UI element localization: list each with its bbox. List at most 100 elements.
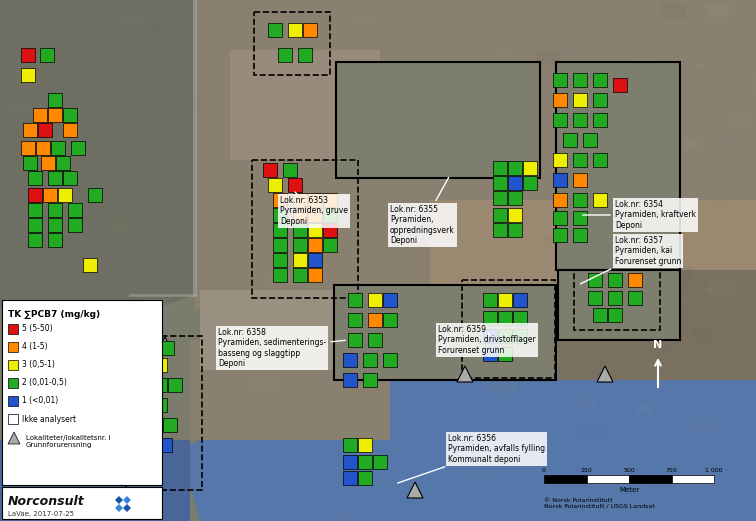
- Bar: [2, 487, 162, 519]
- Polygon shape: [558, 270, 756, 380]
- Bar: [311, 481, 318, 485]
- Bar: [368, 293, 382, 307]
- Bar: [553, 228, 567, 242]
- Bar: [568, 13, 582, 22]
- Bar: [497, 53, 511, 61]
- Bar: [483, 347, 497, 361]
- Bar: [308, 238, 322, 252]
- Text: © Norsk Polarinstitutt
Norsk Polarinstitutt / USGS Landsat: © Norsk Polarinstitutt Norsk Polarinstit…: [544, 498, 655, 509]
- Bar: [104, 218, 129, 233]
- Bar: [148, 418, 162, 432]
- Bar: [273, 193, 287, 207]
- Bar: [498, 311, 512, 325]
- Bar: [268, 23, 282, 37]
- Bar: [134, 300, 150, 309]
- Bar: [702, 288, 711, 293]
- Text: Ikke analysert: Ikke analysert: [22, 415, 76, 424]
- Bar: [51, 141, 65, 155]
- Bar: [368, 333, 382, 347]
- Polygon shape: [115, 496, 123, 504]
- Bar: [493, 208, 507, 222]
- Bar: [368, 313, 382, 327]
- Bar: [573, 93, 587, 107]
- Bar: [158, 438, 172, 452]
- Bar: [38, 123, 52, 137]
- Bar: [498, 329, 512, 343]
- Bar: [48, 108, 62, 122]
- Bar: [593, 153, 607, 167]
- Bar: [149, 299, 170, 312]
- Polygon shape: [407, 482, 423, 498]
- Bar: [153, 27, 164, 33]
- Bar: [593, 73, 607, 87]
- Bar: [565, 467, 574, 472]
- Bar: [343, 373, 357, 387]
- Bar: [348, 313, 362, 327]
- Polygon shape: [430, 200, 756, 310]
- Bar: [573, 193, 587, 207]
- Bar: [431, 196, 446, 205]
- Bar: [247, 376, 274, 392]
- Bar: [8, 414, 18, 424]
- Bar: [719, 131, 744, 146]
- Bar: [383, 293, 397, 307]
- Bar: [244, 78, 270, 93]
- Text: 1 000: 1 000: [705, 468, 723, 473]
- Bar: [153, 378, 167, 392]
- Text: 500: 500: [623, 468, 635, 473]
- Bar: [336, 62, 540, 178]
- Bar: [483, 329, 497, 343]
- Bar: [28, 218, 42, 232]
- Bar: [293, 268, 307, 282]
- Bar: [593, 113, 607, 127]
- Bar: [709, 280, 735, 296]
- Bar: [8, 396, 18, 406]
- Bar: [650, 252, 660, 258]
- Bar: [278, 48, 292, 62]
- Bar: [126, 336, 202, 490]
- Bar: [683, 297, 692, 302]
- Bar: [538, 51, 561, 65]
- Bar: [122, 14, 144, 27]
- Bar: [252, 160, 358, 298]
- Bar: [33, 108, 47, 122]
- Bar: [685, 140, 698, 148]
- Polygon shape: [200, 290, 400, 370]
- Bar: [661, 345, 669, 350]
- Bar: [553, 211, 567, 225]
- Bar: [48, 171, 62, 185]
- Polygon shape: [430, 0, 756, 200]
- Bar: [88, 188, 102, 202]
- Bar: [608, 291, 622, 305]
- Polygon shape: [457, 366, 473, 382]
- Bar: [382, 288, 411, 306]
- Bar: [145, 341, 159, 355]
- Bar: [358, 471, 372, 485]
- Bar: [29, 456, 45, 466]
- Bar: [308, 208, 322, 222]
- Bar: [553, 73, 567, 87]
- Bar: [544, 475, 587, 483]
- Bar: [23, 123, 37, 137]
- Text: Lok.nr: 6356
Pyramiden, avfalls fylling
Kommunalt deponi: Lok.nr: 6356 Pyramiden, avfalls fylling …: [398, 434, 545, 483]
- Bar: [63, 108, 77, 122]
- Bar: [273, 268, 287, 282]
- Bar: [83, 258, 97, 272]
- Bar: [28, 203, 42, 217]
- Bar: [523, 161, 537, 175]
- Text: LaVae, 2017-07-25: LaVae, 2017-07-25: [8, 511, 74, 517]
- Bar: [652, 415, 661, 420]
- Bar: [574, 270, 660, 330]
- Bar: [254, 12, 330, 75]
- Bar: [696, 64, 703, 69]
- Text: 4 (1-5): 4 (1-5): [22, 342, 48, 352]
- Bar: [573, 73, 587, 87]
- Bar: [144, 299, 150, 303]
- Text: N: N: [653, 340, 662, 350]
- Bar: [8, 360, 18, 370]
- Polygon shape: [8, 432, 20, 444]
- Text: TK ∑PCB7 (mg/kg): TK ∑PCB7 (mg/kg): [8, 310, 100, 319]
- Text: Lok.nr: 6358
Pyramiden, sedimenterings-
basseng og slaggtipp
Deponi: Lok.nr: 6358 Pyramiden, sedimenterings- …: [218, 328, 345, 368]
- Bar: [308, 193, 322, 207]
- Bar: [665, 266, 692, 281]
